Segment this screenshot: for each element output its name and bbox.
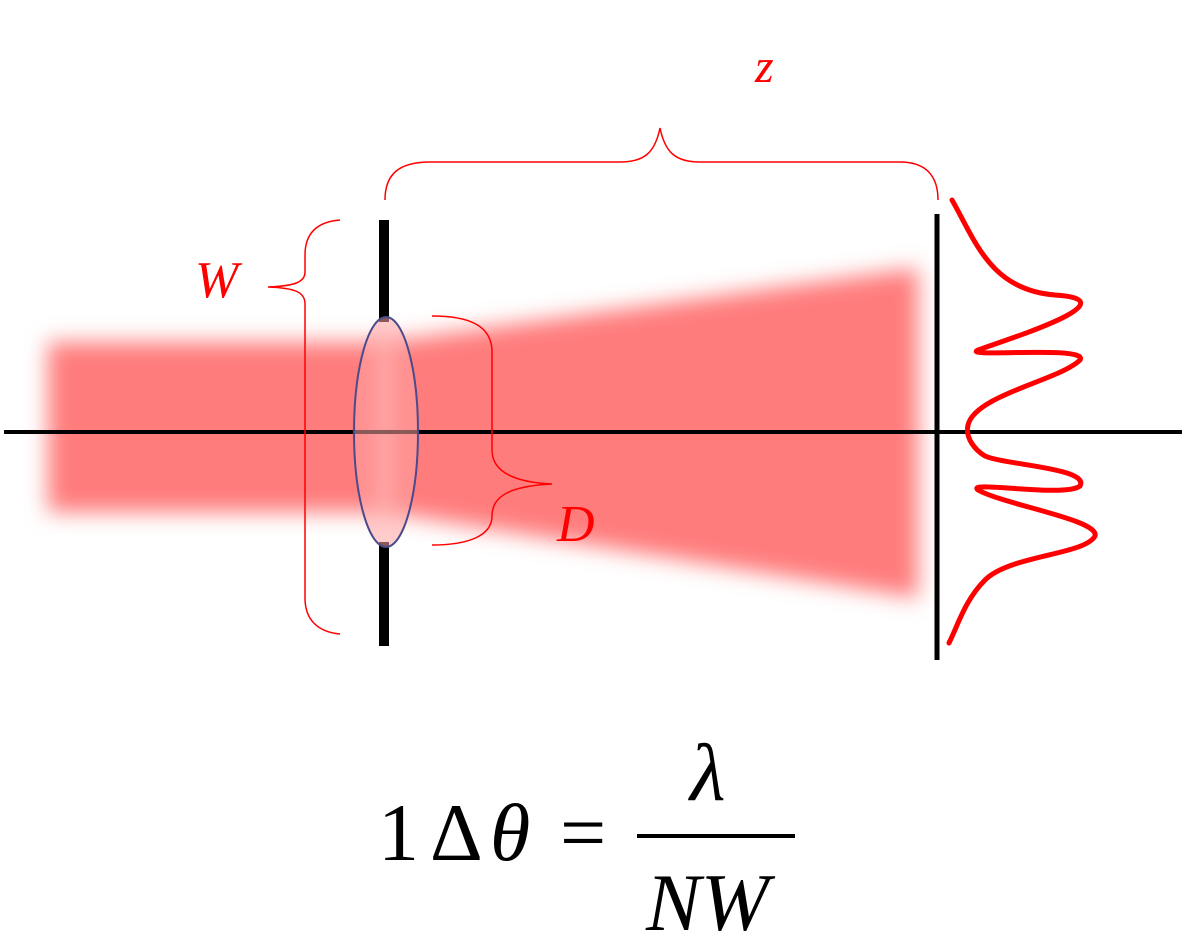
- formula-theta: θ: [490, 787, 530, 878]
- d-brace: [431, 315, 553, 546]
- lens-ellipse-icon: [353, 316, 419, 548]
- diffraction-pattern-curve: [946, 197, 1098, 646]
- formula-numerator: λ: [688, 727, 726, 818]
- formula-equals: =: [560, 787, 606, 878]
- w-brace: [267, 219, 341, 635]
- formula: 1 Δ θ = λ NW: [378, 727, 795, 947]
- formula-delta: Δ: [430, 787, 483, 878]
- formula-denominator: NW: [645, 857, 776, 947]
- z-label: z: [754, 40, 774, 93]
- w-label: W: [195, 252, 243, 309]
- d-label: D: [556, 496, 595, 553]
- z-brace: [384, 127, 939, 201]
- beam-left-band: [48, 342, 385, 512]
- formula-prefix: 1: [378, 787, 419, 878]
